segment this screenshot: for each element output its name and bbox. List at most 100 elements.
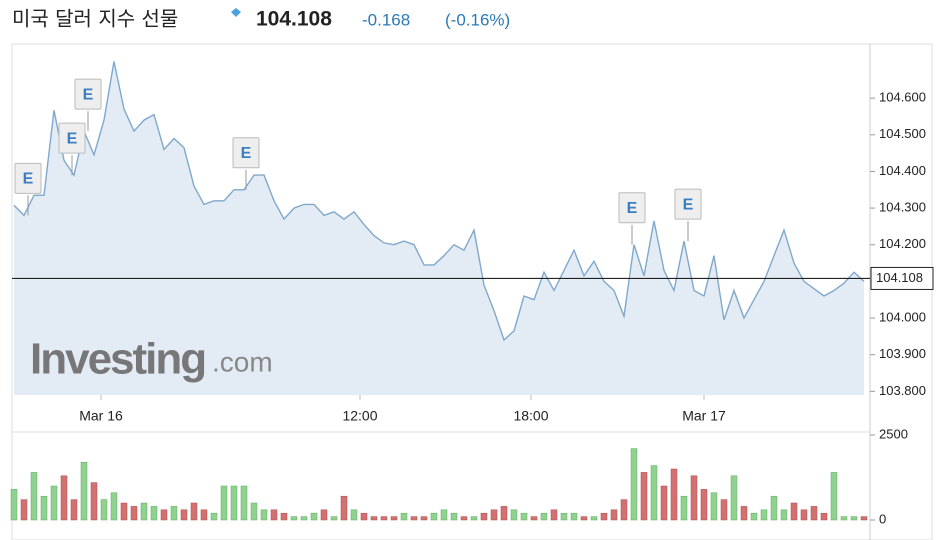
volume-bar [250,502,258,521]
volume-bar [770,495,778,521]
volume-bar [760,509,768,521]
volume-bar [290,516,298,521]
volume-bar [860,516,868,521]
event-label: E [83,86,94,103]
volume-bar [420,516,428,521]
volume-bar [170,506,178,521]
event-label: E [23,171,34,188]
flag-icon [231,8,241,17]
event-marker [58,122,86,154]
volume-bar [130,506,138,521]
volume-bar [490,509,498,521]
y-tick-label: 103.800 [879,383,926,398]
title: 미국 달러 지수 선물 [12,7,178,31]
volume-bar [140,502,148,521]
volume-bar [280,512,288,521]
volume-bar [700,489,708,521]
volume-bar [120,502,128,521]
volume-bar [590,516,598,521]
y-tick-label: 104.300 [879,200,926,215]
volume-bar [650,465,658,521]
volume-bar [660,485,668,521]
x-tick-label: 18:00 [513,408,548,424]
volume-bar [80,461,88,521]
volume-bar [670,468,678,521]
volume-bar [150,506,158,521]
volume-bar [640,472,648,521]
y-tick-label: 104.000 [879,309,926,324]
volume-bar [510,509,518,521]
volume-bar [190,502,198,521]
volume-tick-label: 2500 [879,426,908,441]
volume-bar [400,512,408,521]
volume-tick-label: 0 [879,511,886,526]
volume-bar [620,499,628,521]
volume-bar [500,506,508,521]
volume-bar [30,472,38,521]
volume-bar [10,489,18,521]
volume-bar [340,495,348,521]
frame [11,43,933,540]
volume-bar [110,492,118,521]
event-marker [232,137,260,169]
volume-bar [390,516,398,521]
volume-bar [440,509,448,521]
volume-bar [320,509,328,521]
volume-bar [100,499,108,521]
volume-bar [160,509,168,521]
volume-bar [310,512,318,521]
price: 104.108 [256,8,332,31]
volume-bar [330,516,338,521]
last-value-box [870,266,934,290]
volume-bar [300,516,308,521]
event-marker [14,162,42,194]
volume-bar [680,495,688,521]
volume-bar [800,509,808,521]
volume-bar [830,472,838,521]
volume-bar [600,512,608,521]
volume-bar [210,512,218,521]
volume-bar [730,475,738,521]
volume-bar [50,485,58,521]
volume-bar [580,516,588,521]
volume-bar [750,512,758,521]
x-tick-label: Mar 16 [79,408,123,424]
volume-bar [260,509,268,521]
volume-bar [810,506,818,521]
volume-bar [370,516,378,521]
event-label: E [67,130,78,147]
volume-bar [610,509,618,521]
volume-bar [360,512,368,521]
event-marker [674,188,702,220]
volume-bar [60,475,68,521]
x-tick-label: 12:00 [342,408,377,424]
volume-bar [270,509,278,521]
volume-bar [480,512,488,521]
volume-bar [200,509,208,521]
y-tick-label: 104.600 [879,90,926,105]
event-marker [618,192,646,224]
volume-bar [380,516,388,521]
volume-bar [740,506,748,521]
volume-bar [220,485,228,521]
volume-bar [690,475,698,521]
volume-bar [20,499,28,521]
event-label: E [683,196,694,213]
y-tick-label: 104.500 [879,126,926,141]
volume-bar [540,512,548,521]
watermark: Investing [30,335,205,384]
volume-bar [550,509,558,521]
volume-bar [790,502,798,521]
y-tick-label: 103.900 [879,346,926,361]
volume-bar [240,485,248,521]
volume-bar [40,495,48,521]
volume-bar [570,512,578,521]
volume-bar [530,516,538,521]
volume-bar [840,516,848,521]
volume-bar [430,512,438,521]
volume-bar [520,512,528,521]
volume-bar [820,512,828,521]
x-tick-label: Mar 17 [682,408,726,424]
